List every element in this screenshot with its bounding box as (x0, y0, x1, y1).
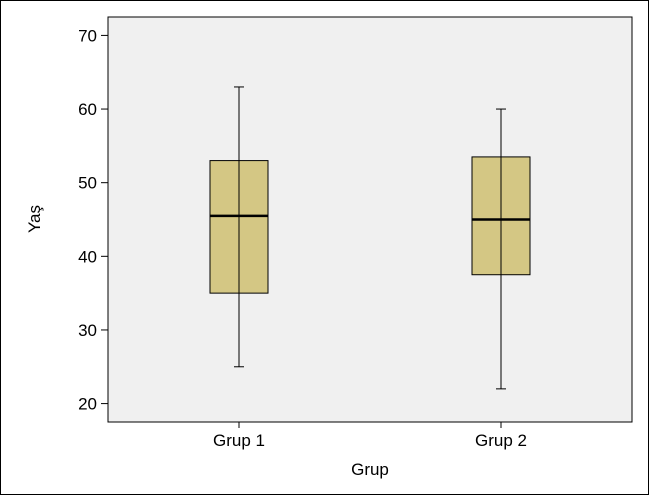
box-series (209, 86, 531, 390)
x-axis: Grup 1 Grup 2 (213, 422, 527, 450)
y-tick-label: 20 (78, 395, 97, 414)
y-axis: 20 30 40 50 60 70 (78, 26, 108, 414)
y-tick-label: 30 (78, 321, 97, 340)
box-2 (471, 108, 531, 390)
y-tick-label: 40 (78, 247, 97, 266)
y-axis-title: Yaş (25, 205, 44, 233)
x-tick-label: Grup 1 (213, 431, 265, 450)
y-tick-label: 60 (78, 100, 97, 119)
x-axis-title: Grup (351, 460, 389, 479)
box-1 (209, 86, 269, 368)
plot-area (107, 16, 633, 423)
y-tick-label: 50 (78, 174, 97, 193)
x-tick-label: Grup 2 (475, 431, 527, 450)
y-tick-label: 70 (78, 26, 97, 45)
